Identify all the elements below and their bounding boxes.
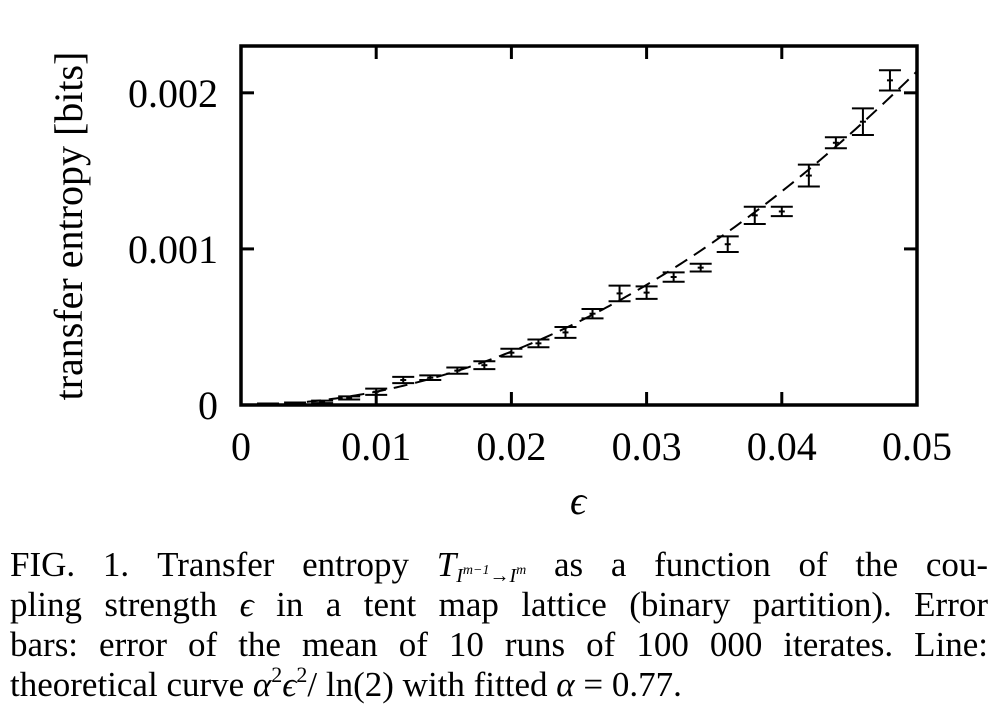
y-tick-label: 0.001 [128,227,218,272]
data-point [338,395,361,401]
data-point [554,325,577,339]
figure-caption: FIG. 1. Transfer entropy TIm−1→Im as a fu… [10,545,988,705]
y-tick-label: 0 [198,383,218,428]
data-point [797,163,820,188]
caption-text-3: bars: error of the mean of 10 runs of 10… [10,625,988,664]
x-tick-label: 0.02 [476,424,546,469]
data-point [770,205,793,218]
theory-curve [240,70,918,406]
data-point [608,284,631,303]
fit-alpha: α [556,665,575,704]
data-point [581,308,604,320]
plot-frame [239,44,919,407]
data-point [311,399,334,405]
data-point [635,285,658,300]
data-point [878,69,901,92]
x-tick-label: 0.04 [747,424,817,469]
formula-alpha-exponent: 2 [271,662,283,687]
data-point [500,347,523,358]
y-tick-label: 0.002 [128,71,218,116]
caption-fig-label: FIG. 1. [10,545,130,584]
data-point [851,107,874,136]
chart-marks [239,46,919,407]
caption-line-1: FIG. 1. Transfer entropy TIm−1→Im as a fu… [10,545,989,587]
data-point [527,338,550,349]
data-point [689,262,712,273]
subscript-sup-m-1: m−1 [462,563,490,578]
data-point [743,205,766,225]
formula-rest: / ln(2) with fitted [307,665,548,704]
caption-text-4a: theoretical curve [10,665,245,704]
caption-text-2b: in a tent map lattice (binary partition)… [276,585,989,624]
data-point [716,235,739,254]
caption-text-2a: pling strength [10,585,218,624]
subscript-arrow-I: →I [489,565,517,587]
subscript-I: I [456,565,463,587]
x-tick-label: 0.03 [612,424,682,469]
fit-value: = 0.77. [583,665,682,704]
caption-text-1b: as a function of the cou- [554,545,989,584]
x-tick-label: 0 [231,424,251,469]
data-point [392,375,415,385]
data-point [446,366,469,375]
data-point [662,271,685,283]
caption-line-2: pling strength ϵ in a tent map lattice (… [10,585,988,625]
x-tick-label: 0.05 [882,424,952,469]
caption-line-4: theoretical curve α2ϵ2/ ln(2) with fitte… [10,662,988,705]
caption-text-1a: Transfer entropy [157,545,410,584]
chart-axis-text: 0 0.01 0.02 0.03 0.04 0.05 0 0.001 0.002 ϵ transfe… [46,52,952,523]
caption-epsilon: ϵ [239,585,254,624]
data-point [824,136,847,150]
caption-line-3: bars: error of the mean of 10 runs of 10… [10,625,988,665]
formula-epsilon-exponent: 2 [296,662,308,687]
formula-epsilon: ϵ [282,665,297,704]
y-axis-label: transfer entropy [bits] [46,52,91,401]
data-point [419,374,442,382]
formula-alpha: α [252,665,272,704]
data-point [473,360,496,371]
symbol-T: T [436,545,457,584]
x-axis-label: ϵ [570,478,588,523]
x-tick-label: 0.01 [341,424,411,469]
symbol-T-subscript: Im−1→Im [456,563,527,587]
caption-transfer-entropy-symbol: TIm−1→Im [436,545,527,587]
subscript-sup-m: m [516,563,527,578]
